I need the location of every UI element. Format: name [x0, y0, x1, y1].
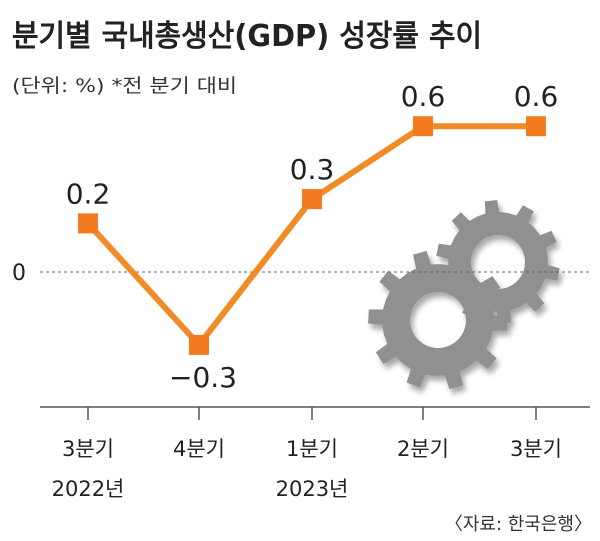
- x-tick-label: 3분기: [510, 437, 562, 461]
- x-tick-year-label: 2022년: [52, 477, 125, 501]
- gears-icon: [368, 200, 560, 390]
- x-tick-label: 2분기: [397, 437, 449, 461]
- data-point: [526, 116, 546, 137]
- x-tick-label: 1분기: [286, 437, 338, 461]
- source-note: 〈자료: 한국은행〉: [445, 514, 592, 535]
- data-label: 0.6: [401, 80, 446, 113]
- data-labels: 0.2 −0.3 0.3 0.6 0.6: [66, 80, 559, 394]
- data-point: [413, 116, 433, 137]
- data-label: 0.2: [66, 177, 111, 210]
- chart-subtitle: (단위: %) *전 분기 대비: [12, 75, 237, 97]
- data-label: −0.3: [169, 361, 237, 394]
- x-axis-ticks: [87, 407, 537, 420]
- data-point: [78, 213, 98, 234]
- x-tick-label: 3분기: [62, 437, 114, 461]
- data-label: 0.3: [290, 153, 335, 186]
- series-growth: [78, 116, 546, 355]
- gear-large-front: [368, 250, 508, 390]
- x-tick-label: 4분기: [173, 437, 225, 461]
- x-tick-year-label: 2023년: [276, 477, 349, 501]
- zero-tick-label: 0: [12, 261, 26, 286]
- data-point: [302, 189, 322, 210]
- data-point: [189, 334, 209, 355]
- data-label: 0.6: [514, 80, 559, 113]
- chart-title: 분기별 국내총생산(GDP) 성장률 추이: [12, 19, 482, 54]
- x-axis-labels: 3분기 2022년 4분기 1분기 2023년 2분기 3분기: [52, 437, 562, 501]
